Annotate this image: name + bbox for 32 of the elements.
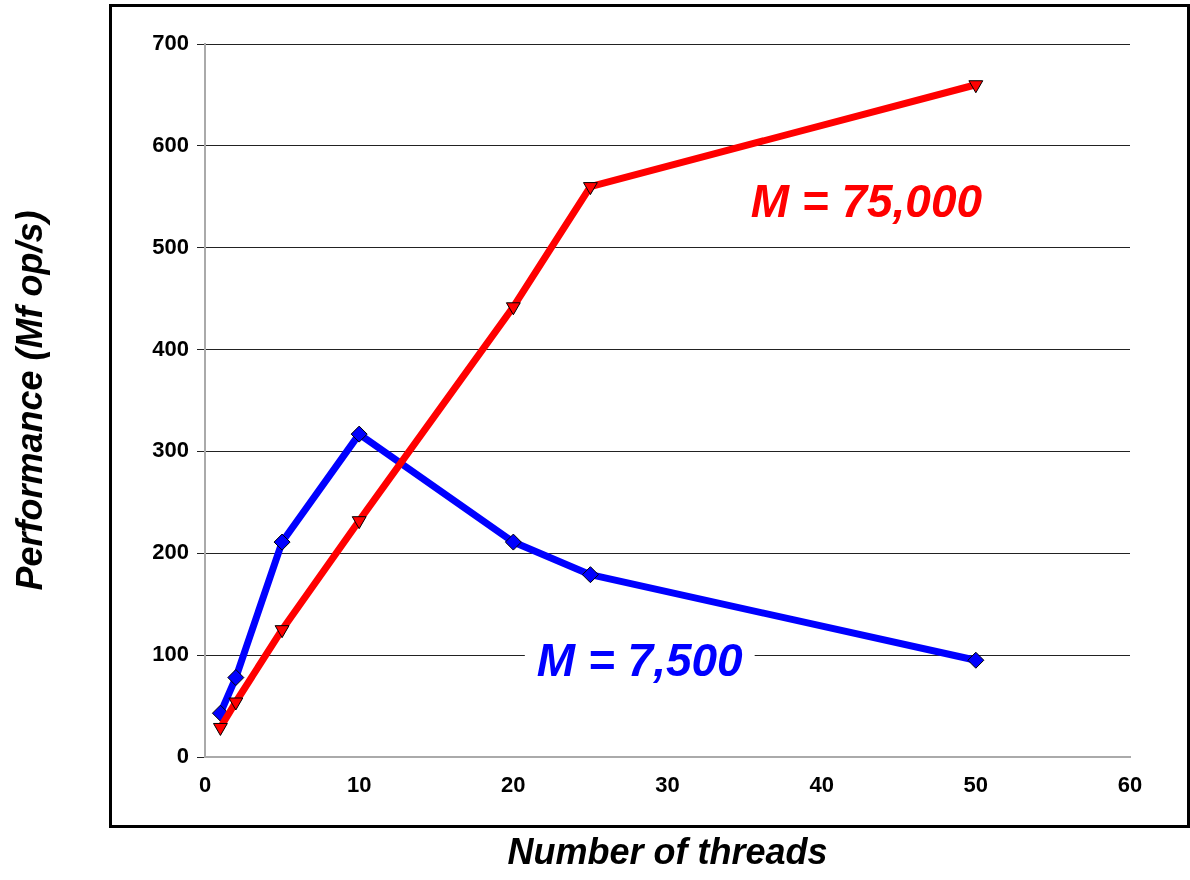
y-tick-label: 600 — [152, 131, 189, 157]
x-axis-title: Number of threads — [507, 831, 828, 873]
y-tick-label: 700 — [152, 30, 189, 56]
y-tick-label: 300 — [152, 437, 189, 463]
y-tick-label: 200 — [152, 539, 189, 565]
x-tick-label: 0 — [198, 772, 212, 798]
point — [504, 533, 522, 551]
series-label: M = 7,500 — [536, 634, 744, 687]
y-tick-label: 0 — [176, 743, 189, 769]
point — [505, 302, 521, 316]
point — [968, 80, 984, 94]
point — [212, 722, 228, 736]
x-tick-label: 30 — [655, 772, 680, 798]
x-tick-label: 20 — [501, 772, 526, 798]
point — [582, 182, 598, 196]
point — [581, 566, 599, 584]
point — [274, 625, 290, 639]
y-tick-label: 500 — [152, 233, 189, 259]
point — [273, 533, 291, 551]
series-label: M = 75,000 — [750, 175, 983, 228]
point — [228, 697, 244, 711]
x-tick-label: 60 — [1117, 772, 1143, 798]
y-tick-label: 400 — [152, 335, 189, 361]
point — [350, 425, 368, 443]
point — [351, 516, 367, 530]
x-tick-label: 10 — [346, 772, 372, 798]
y-tick-label: 100 — [152, 641, 189, 667]
y-axis-title: Performance (Mf op/s) — [8, 210, 50, 591]
point — [227, 669, 245, 687]
point — [967, 651, 985, 669]
x-tick-label: 50 — [963, 772, 989, 798]
x-tick-label: 40 — [809, 772, 834, 798]
